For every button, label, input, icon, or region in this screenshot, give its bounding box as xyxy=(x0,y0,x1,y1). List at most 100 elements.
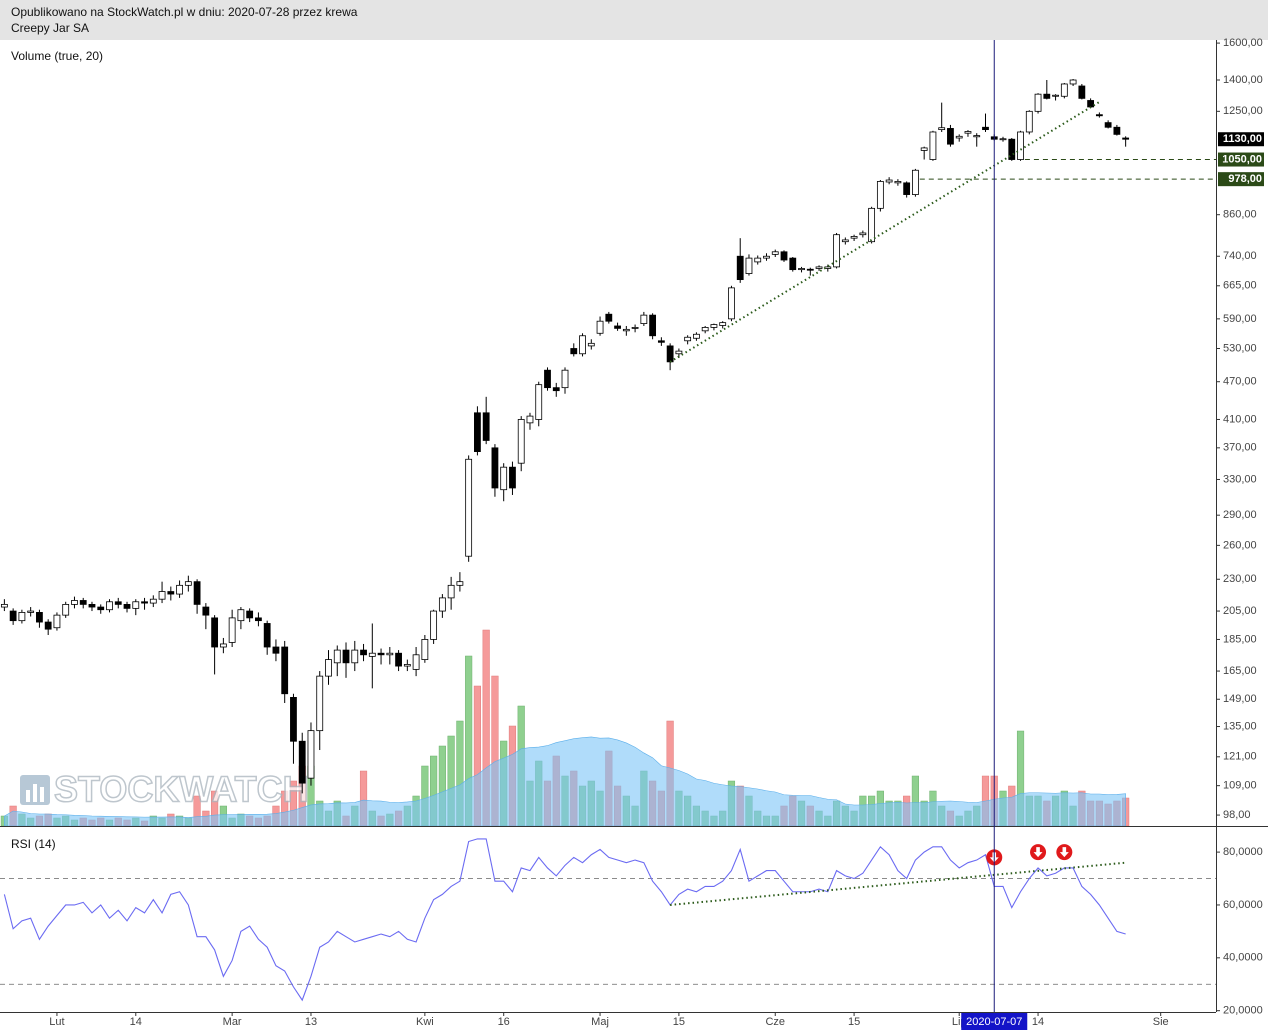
candle-body xyxy=(587,342,595,347)
candle-body xyxy=(552,387,560,392)
candle-body xyxy=(114,601,122,605)
volume-title: Volume (true, 20) xyxy=(11,49,103,63)
volume-ma-area xyxy=(4,736,1126,827)
candle-body xyxy=(368,652,376,657)
candle-body xyxy=(535,384,543,420)
y-tick-label: 135,00 xyxy=(1223,720,1257,732)
rsi-y-tick-label: 40,0000 xyxy=(1223,952,1263,964)
candle-body xyxy=(780,251,788,261)
candle-body xyxy=(719,322,727,326)
candle-body xyxy=(666,345,674,363)
candle-body xyxy=(1034,93,1042,112)
candle-body xyxy=(938,127,946,131)
candle-body xyxy=(903,182,911,195)
price-layer: RSI (14) xyxy=(0,79,1216,1002)
candle-body xyxy=(973,135,981,138)
candle-body xyxy=(447,584,455,599)
candle-body xyxy=(158,591,166,600)
candle-body xyxy=(509,466,516,489)
candle-body xyxy=(675,350,683,355)
candle-body xyxy=(123,603,131,609)
candle-body xyxy=(876,181,884,209)
published-note: Opublikowano na StockWatch.pl w dniu: 20… xyxy=(11,5,358,19)
candle-body xyxy=(272,646,280,654)
candle-body xyxy=(544,369,551,389)
candle-body xyxy=(325,659,332,677)
rsi-title: RSI (14) xyxy=(11,837,56,851)
candle-body xyxy=(868,207,876,243)
candle-body xyxy=(859,232,867,236)
candle-body xyxy=(395,652,402,667)
cursor-label: 2020-07-07 xyxy=(966,1016,1022,1028)
candle-body xyxy=(710,324,718,328)
y-tick-label: 98,00 xyxy=(1223,809,1251,821)
candle-body xyxy=(833,234,840,268)
y-tick-label: 165,00 xyxy=(1223,665,1257,677)
candle-body xyxy=(307,730,315,779)
candle-body xyxy=(412,654,420,670)
y-tick-label: 1400,00 xyxy=(1223,74,1263,86)
candle-body xyxy=(456,581,464,586)
candle-body xyxy=(955,135,963,139)
candle-body xyxy=(596,320,604,334)
candle-body xyxy=(982,126,989,131)
x-tick-label: 13 xyxy=(305,1016,317,1028)
candle-body xyxy=(342,649,350,664)
y-tick-label: 260,00 xyxy=(1223,539,1257,551)
candle-body xyxy=(438,597,446,612)
y-tick-label: 330,00 xyxy=(1223,473,1257,485)
candle-body xyxy=(841,239,849,243)
candle-body xyxy=(693,333,700,339)
candle-body xyxy=(745,257,753,274)
candle-body xyxy=(1043,93,1051,99)
candle-body xyxy=(27,610,35,613)
x-tick-label: Kwi xyxy=(416,1016,434,1028)
level-label: 978,00 xyxy=(1228,173,1262,185)
y-tick-label: 290,00 xyxy=(1223,509,1257,521)
candle-body xyxy=(79,600,87,605)
candle-body xyxy=(798,268,805,271)
candle-body xyxy=(290,697,297,742)
candle-body xyxy=(176,584,183,595)
x-tick-label: 14 xyxy=(130,1016,142,1028)
x-tick-label: Sie xyxy=(1153,1016,1169,1028)
candle-body xyxy=(62,603,70,616)
candle-body xyxy=(631,327,639,329)
candle-body xyxy=(920,147,928,151)
candle-body xyxy=(605,313,613,322)
candle-body xyxy=(1122,137,1130,140)
rsi-line xyxy=(3,838,1126,1002)
candle-body xyxy=(403,664,411,667)
candle-body xyxy=(106,601,113,611)
candle-body xyxy=(430,610,438,640)
candle-body xyxy=(211,617,219,648)
candle-body xyxy=(1017,131,1024,160)
candle-body xyxy=(333,649,341,664)
rsi-y-tick-label: 20,0000 xyxy=(1223,1005,1263,1017)
candle-body xyxy=(763,255,770,259)
candle-body xyxy=(1095,114,1103,117)
candle-body xyxy=(947,128,954,145)
candle-body xyxy=(894,181,902,184)
candle-body xyxy=(377,652,385,656)
candle-body xyxy=(421,639,429,660)
volume-layer: Volume (true, 20) xyxy=(0,49,1130,827)
x-tick-label: 16 xyxy=(498,1016,510,1028)
y-tick-label: 410,00 xyxy=(1223,413,1257,425)
candle-body xyxy=(517,419,525,464)
candle-body xyxy=(561,369,569,389)
y-tick-label: 665,00 xyxy=(1223,280,1257,292)
candle-body xyxy=(500,466,508,491)
candle-body xyxy=(579,335,586,355)
candle-body xyxy=(44,621,52,630)
candle-body xyxy=(526,415,534,424)
candle-body xyxy=(255,617,262,622)
candle-body xyxy=(193,581,201,605)
x-tick-label: Mar xyxy=(223,1016,242,1028)
candle-body xyxy=(316,675,324,732)
candle-body xyxy=(640,314,648,324)
candle-body xyxy=(1060,83,1068,97)
x-tick-label: Lut xyxy=(49,1016,64,1028)
candle-body xyxy=(999,138,1007,141)
